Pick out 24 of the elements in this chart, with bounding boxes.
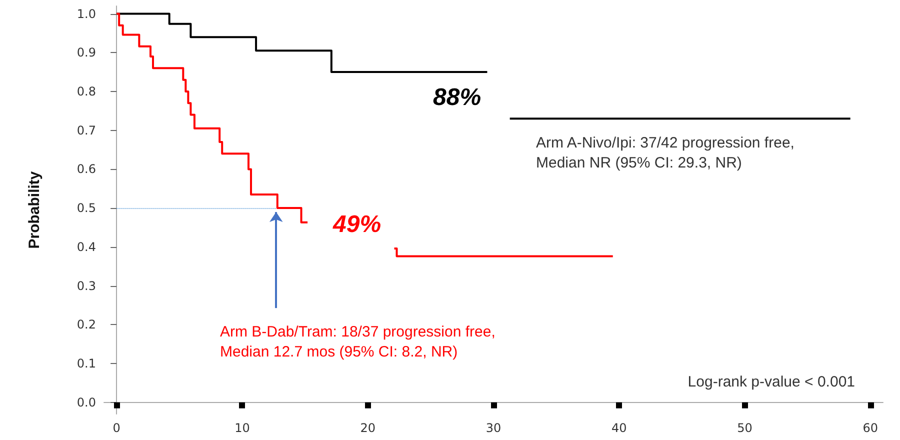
y-tick-label: 0.6 <box>76 162 96 176</box>
y-tick-label: 0.7 <box>76 123 96 138</box>
y-tick-label: 0.1 <box>76 356 96 370</box>
annotation: Arm B-Dab/Tram: 18/37 progression free, Median 12.7 mos (95% CI: 8.2, NR) <box>220 324 496 360</box>
x-tick-label: 40 <box>612 421 627 435</box>
y-tick-label: 0.4 <box>76 240 96 254</box>
x-tick-label: 0 <box>112 421 120 435</box>
y-tick-label: 0.8 <box>76 84 96 98</box>
annotation: Arm A-Nivo/Ipi: 37/42 progression free, Median NR (95% CI: 29.3, NR) <box>536 134 794 172</box>
x-tick-label: 50 <box>737 421 752 435</box>
x-tick-label: 10 <box>234 421 250 435</box>
x-tick-label: 30 <box>486 421 502 435</box>
x-tick-label: 60 <box>862 421 878 435</box>
y-tick-label: 1.0 <box>76 6 96 21</box>
y-tick-label: 0.5 <box>76 201 96 216</box>
y-tick-label: 0.0 <box>76 395 96 410</box>
y-tick-label: 0.2 <box>76 318 96 332</box>
annotation: Log-rank p-value < 0.001 <box>688 374 856 390</box>
y-tick-label: 0.3 <box>76 278 96 293</box>
annotation: 49% <box>332 211 382 238</box>
annotation: 88% <box>433 84 482 111</box>
y-axis-title: Probability <box>26 170 43 249</box>
x-tick-label: 20 <box>360 421 376 435</box>
y-tick-label: 0.9 <box>76 46 96 60</box>
